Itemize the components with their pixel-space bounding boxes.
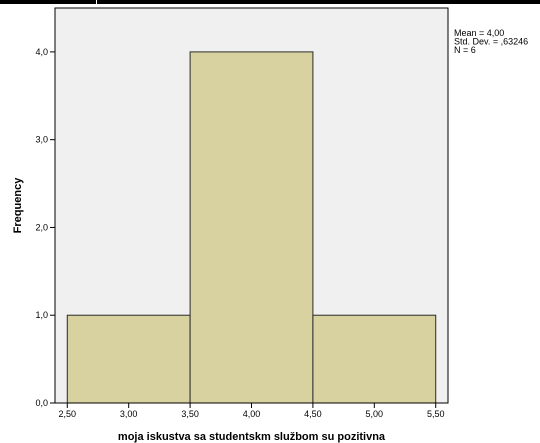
y-tick-label: 3,0 <box>35 135 48 145</box>
x-tick-label: 5,00 <box>366 409 384 419</box>
stat-mean: Mean = 4,00 <box>454 28 504 38</box>
y-tick-label: 0,0 <box>35 398 48 408</box>
x-tick-label: 4,00 <box>243 409 261 419</box>
stat-n: N = 6 <box>454 45 476 55</box>
x-axis-title: moja iskustva sa studentskm službom su p… <box>118 431 386 443</box>
histogram-bar-1 <box>66 314 191 404</box>
top-border-gap <box>96 0 97 4</box>
histogram-bar-2 <box>189 51 314 404</box>
y-tick-label: 1,0 <box>35 310 48 320</box>
x-tick-label: 3,00 <box>120 409 138 419</box>
histogram-bar-3 <box>312 314 437 404</box>
x-axis-ticks: 2,50 3,00 3,50 4,00 4,50 5,00 5,50 <box>59 403 445 419</box>
y-axis-title: Frequency <box>12 177 24 234</box>
histogram-bars <box>66 51 437 404</box>
stat-std-dev: Std. Dev. = ,63246 <box>454 37 528 47</box>
x-tick-label: 2,50 <box>59 409 77 419</box>
x-tick-label: 3,50 <box>181 409 199 419</box>
y-axis-ticks: 0,0 1,0 2,0 3,0 4,0 <box>35 47 55 408</box>
y-tick-label: 2,0 <box>35 222 48 232</box>
statistics-box: Mean = 4,00 Std. Dev. = ,63246 N = 6 <box>454 28 528 55</box>
top-border <box>0 0 540 4</box>
x-tick-label: 5,50 <box>427 409 445 419</box>
y-tick-label: 4,0 <box>35 47 48 57</box>
x-tick-label: 4,50 <box>304 409 322 419</box>
